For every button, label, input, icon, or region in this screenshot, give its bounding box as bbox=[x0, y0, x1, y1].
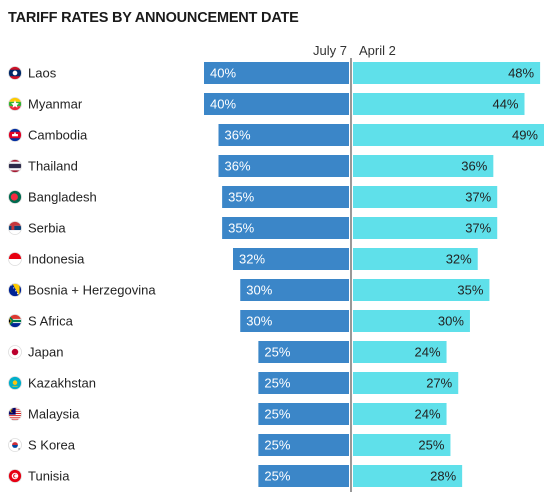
data-label-april: 44% bbox=[492, 97, 518, 112]
bar-april bbox=[353, 124, 544, 146]
bar-july bbox=[258, 403, 349, 425]
data-label-july: 40% bbox=[210, 66, 236, 81]
country-label: Japan bbox=[28, 345, 63, 360]
data-label-april: 32% bbox=[446, 252, 472, 267]
thailand-flag-icon bbox=[8, 159, 22, 173]
data-label-july: 32% bbox=[239, 252, 265, 267]
south-africa-flag-icon bbox=[8, 314, 22, 328]
bar-april bbox=[353, 310, 470, 332]
data-label-april: 49% bbox=[512, 128, 538, 143]
data-label-july: 25% bbox=[264, 376, 290, 391]
bar-april bbox=[353, 155, 494, 177]
bar-july bbox=[240, 279, 349, 301]
malaysia-flag-icon bbox=[8, 407, 22, 421]
country-label: Bosnia + Herzegovina bbox=[28, 283, 156, 298]
data-label-july: 30% bbox=[246, 283, 272, 298]
bar-april bbox=[353, 62, 541, 84]
data-label-july: 35% bbox=[228, 221, 254, 236]
bar-april bbox=[353, 93, 525, 115]
bar-april bbox=[353, 372, 459, 394]
data-label-july: 36% bbox=[225, 128, 251, 143]
country-label: Laos bbox=[28, 66, 57, 81]
indonesia-flag-icon bbox=[8, 252, 22, 266]
data-label-july: 30% bbox=[246, 314, 272, 329]
country-label: Serbia bbox=[28, 221, 66, 236]
country-label: Bangladesh bbox=[28, 190, 97, 205]
bar-july bbox=[204, 62, 349, 84]
bar-april bbox=[353, 186, 498, 208]
country-label: S Korea bbox=[28, 438, 76, 453]
bar-april bbox=[353, 248, 478, 270]
data-label-april: 24% bbox=[415, 407, 441, 422]
bar-july bbox=[218, 155, 349, 177]
country-label: Thailand bbox=[28, 159, 78, 174]
country-label: Kazakhstan bbox=[28, 376, 96, 391]
tunisia-flag-icon bbox=[8, 469, 22, 483]
data-label-april: 37% bbox=[465, 221, 491, 236]
data-label-july: 25% bbox=[264, 345, 290, 360]
data-label-april: 24% bbox=[415, 345, 441, 360]
country-label: Tunisia bbox=[28, 469, 70, 484]
data-label-july: 25% bbox=[264, 469, 290, 484]
bar-april bbox=[353, 403, 447, 425]
bar-july bbox=[204, 93, 349, 115]
data-label-july: 36% bbox=[225, 159, 251, 174]
data-label-july: 25% bbox=[264, 407, 290, 422]
kazakhstan-flag-icon bbox=[8, 376, 22, 390]
bangladesh-flag-icon bbox=[8, 190, 22, 204]
bar-july bbox=[258, 372, 349, 394]
data-label-april: 37% bbox=[465, 190, 491, 205]
bar-april bbox=[353, 341, 447, 363]
country-label: Malaysia bbox=[28, 407, 80, 422]
country-label: Indonesia bbox=[28, 252, 85, 267]
bar-july bbox=[258, 434, 349, 456]
country-label: Cambodia bbox=[28, 128, 88, 143]
data-label-april: 30% bbox=[438, 314, 464, 329]
data-label-april: 35% bbox=[457, 283, 483, 298]
bar-july bbox=[258, 341, 349, 363]
series-header-april: April 2 bbox=[359, 43, 396, 58]
bar-april bbox=[353, 279, 490, 301]
bar-july bbox=[222, 186, 349, 208]
country-label: S Africa bbox=[28, 314, 74, 329]
data-label-april: 25% bbox=[418, 438, 444, 453]
bar-july bbox=[218, 124, 349, 146]
japan-flag-icon bbox=[8, 345, 22, 359]
bar-july bbox=[233, 248, 349, 270]
data-label-april: 28% bbox=[430, 469, 456, 484]
cambodia-flag-icon bbox=[8, 128, 22, 142]
laos-flag-icon bbox=[8, 66, 22, 80]
data-label-july: 25% bbox=[264, 438, 290, 453]
country-label: Myanmar bbox=[28, 97, 83, 112]
data-label-july: 35% bbox=[228, 190, 254, 205]
chart-title: TARIFF RATES BY ANNOUNCEMENT DATE bbox=[8, 10, 299, 26]
myanmar-flag-icon bbox=[8, 97, 22, 111]
series-header-july: July 7 bbox=[313, 43, 347, 58]
data-label-july: 40% bbox=[210, 97, 236, 112]
bar-july bbox=[258, 465, 349, 487]
south-korea-flag-icon bbox=[8, 438, 22, 452]
data-label-april: 48% bbox=[508, 66, 534, 81]
serbia-flag-icon bbox=[8, 221, 22, 235]
bar-july bbox=[240, 310, 349, 332]
bosnia-flag-icon bbox=[8, 283, 22, 297]
bar-april bbox=[353, 465, 463, 487]
bar-april bbox=[353, 217, 498, 239]
data-label-april: 27% bbox=[426, 376, 452, 391]
bar-april bbox=[353, 434, 451, 456]
bar-july bbox=[222, 217, 349, 239]
data-label-april: 36% bbox=[461, 159, 487, 174]
